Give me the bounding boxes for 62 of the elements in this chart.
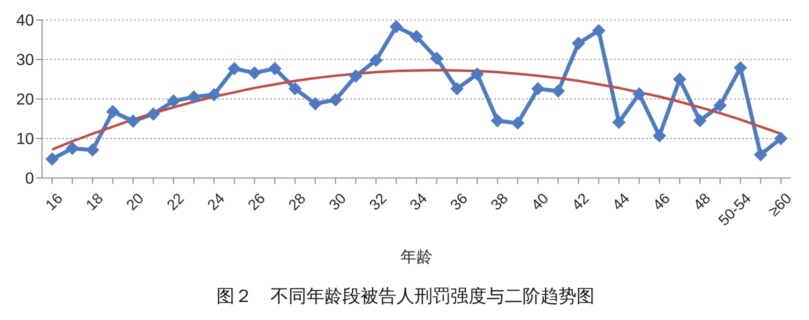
point bbox=[46, 152, 59, 166]
x-tick-label: 30 bbox=[326, 190, 350, 214]
x-tick-label: 38 bbox=[488, 190, 512, 214]
point bbox=[390, 20, 403, 34]
point bbox=[106, 105, 120, 118]
point bbox=[66, 142, 79, 155]
point bbox=[612, 116, 626, 129]
point bbox=[167, 94, 180, 108]
point bbox=[430, 52, 444, 65]
point bbox=[652, 129, 666, 142]
point bbox=[410, 30, 423, 44]
x-tick-label: ≥60 bbox=[765, 190, 796, 220]
point bbox=[774, 132, 788, 145]
point bbox=[228, 62, 241, 76]
point bbox=[126, 114, 140, 128]
point bbox=[450, 82, 464, 96]
point bbox=[714, 98, 727, 112]
y-tick-label: 30 bbox=[16, 52, 34, 70]
point bbox=[632, 87, 646, 100]
point bbox=[146, 108, 160, 121]
x-tick-label: 22 bbox=[164, 190, 188, 214]
x-tick-label: 42 bbox=[568, 190, 593, 214]
point bbox=[734, 61, 747, 74]
text: 图２ 不同年龄段被告人刑罚强度与二阶趋势图 bbox=[216, 285, 596, 308]
x-tick-label: 18 bbox=[82, 190, 107, 214]
x-tick-label: 16 bbox=[42, 190, 66, 214]
point bbox=[592, 24, 606, 38]
y-tick-label: 10 bbox=[16, 131, 34, 148]
point bbox=[308, 97, 322, 110]
y-tick-label: 20 bbox=[16, 92, 34, 109]
point bbox=[288, 82, 302, 96]
x-tick-label: 40 bbox=[528, 190, 552, 214]
x-tick-label: 46 bbox=[650, 190, 674, 214]
point bbox=[531, 82, 544, 96]
point bbox=[208, 88, 221, 102]
point bbox=[490, 114, 504, 128]
point bbox=[329, 93, 342, 106]
x-tick-label: 48 bbox=[690, 190, 714, 214]
point bbox=[86, 143, 100, 156]
x-tick-label: 36 bbox=[447, 190, 472, 214]
x-tick-label: 32 bbox=[366, 190, 390, 214]
x-tick-label: 24 bbox=[204, 190, 228, 214]
point bbox=[470, 68, 484, 81]
x-tick-label: 28 bbox=[285, 190, 310, 214]
y-tick-label: 40 bbox=[16, 12, 34, 30]
x-tick-label: 26 bbox=[244, 190, 269, 214]
point bbox=[248, 66, 262, 80]
point bbox=[511, 116, 524, 130]
point bbox=[370, 54, 383, 67]
point bbox=[754, 148, 768, 162]
point bbox=[552, 84, 565, 98]
point bbox=[673, 72, 686, 86]
point bbox=[572, 36, 585, 50]
x-tick-label: 44 bbox=[609, 190, 634, 214]
point bbox=[268, 62, 282, 76]
point bbox=[187, 90, 200, 104]
point bbox=[349, 70, 362, 83]
x-axis-title: 年龄 bbox=[400, 247, 432, 266]
point bbox=[693, 114, 706, 128]
x-tick-label: 20 bbox=[123, 190, 148, 214]
y-tick-label: 0 bbox=[25, 170, 34, 188]
x-tick-label: 34 bbox=[406, 190, 431, 214]
